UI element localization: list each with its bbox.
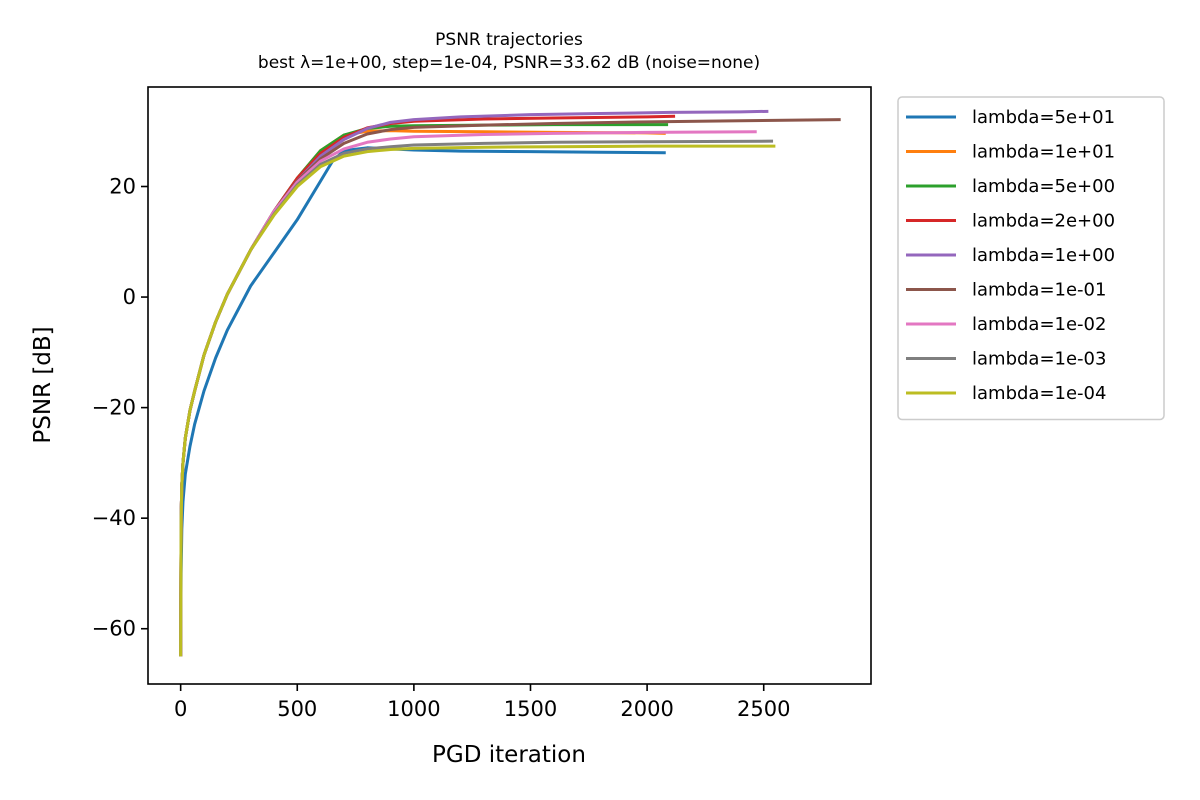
legend-label: lambda=1e+01 (972, 142, 1115, 163)
legend-box (897, 96, 1165, 421)
legend-label: lambda=1e-03 (972, 349, 1106, 370)
legend-label: lambda=1e-04 (972, 383, 1106, 404)
series-line-8 (179, 144, 776, 657)
series-line-0 (179, 146, 666, 657)
legend-label: lambda=5e+01 (972, 107, 1115, 128)
plot-frame (147, 86, 872, 685)
legend-label: lambda=1e-02 (972, 314, 1106, 335)
x-tick-label: 1000 (387, 697, 440, 721)
y-tick-label: −20 (92, 396, 136, 420)
x-tick-label: 1500 (504, 697, 557, 721)
legend: lambda=5e+01 lambda=1e+01 lambda=5e+00 lamb… (897, 96, 1165, 421)
legend-label: lambda=1e-01 (972, 280, 1106, 301)
y-axis: −60 −40 −20 0 20 (92, 175, 148, 641)
chart-subtitle: best λ=1e+00, step=1e-04, PSNR=33.62 dB … (258, 53, 760, 73)
chart-title: PSNR trajectories (435, 30, 583, 50)
x-axis: 0 500 1000 1500 2000 2500 (174, 684, 790, 721)
y-axis-label: PSNR [dB] (30, 326, 56, 443)
y-tick-label: 20 (109, 175, 136, 199)
x-tick-label: 2000 (620, 697, 673, 721)
y-tick-label: −60 (92, 617, 136, 641)
legend-label: lambda=1e+00 (972, 245, 1115, 266)
legend-label: lambda=5e+00 (972, 176, 1115, 197)
legend-label: lambda=2e+00 (972, 211, 1115, 232)
x-tick-label: 0 (174, 697, 187, 721)
x-tick-label: 2500 (737, 697, 790, 721)
plot-area (147, 86, 872, 685)
y-tick-label: −40 (92, 506, 136, 530)
x-tick-label: 500 (277, 697, 317, 721)
x-axis-label: PGD iteration (432, 742, 586, 768)
y-tick-label: 0 (123, 285, 136, 309)
